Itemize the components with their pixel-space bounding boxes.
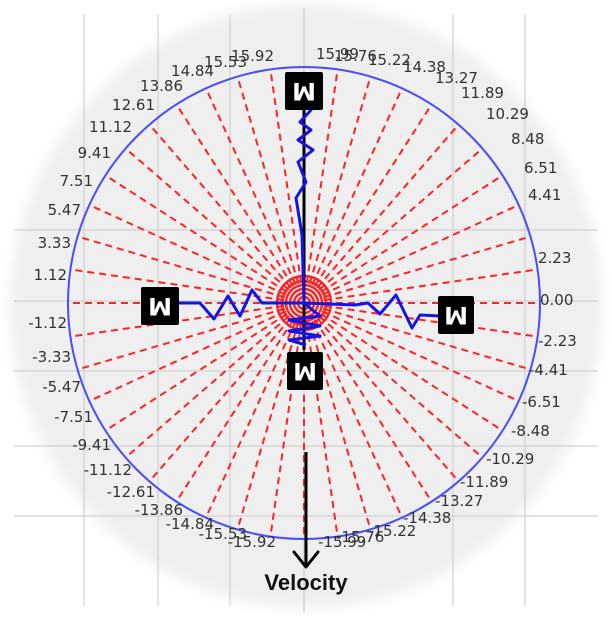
tick-label: 1.12 — [34, 266, 67, 284]
tick-label: -4.41 — [529, 361, 568, 379]
tick-label: 0.00 — [540, 291, 573, 309]
tick-label: 15.76 — [334, 47, 377, 65]
tick-label: 8.48 — [511, 130, 544, 148]
tick-label: 15.22 — [368, 51, 411, 69]
velocity-label: Velocity — [264, 570, 348, 595]
tick-label: 13.86 — [140, 77, 183, 95]
mass-box — [285, 72, 323, 110]
tick-label: 15.99 — [316, 45, 359, 63]
tick-label: -9.41 — [72, 436, 111, 454]
masses: M M M M — [141, 72, 474, 390]
tick-label: 15.53 — [204, 53, 247, 71]
velocity-arrow — [292, 452, 320, 569]
mass-box — [287, 352, 323, 390]
tick-label: -15.22 — [368, 522, 416, 540]
tick-label: -15.92 — [228, 533, 276, 551]
tick-label: -15.99 — [318, 533, 366, 551]
mass-label: M — [148, 292, 172, 320]
mass-label: M — [292, 77, 316, 105]
mass-box — [141, 287, 179, 325]
springs — [178, 97, 441, 347]
tick-label: -13.86 — [135, 501, 183, 519]
spring-top — [294, 97, 315, 304]
tick-label: -8.48 — [511, 422, 550, 440]
mass-top: M — [285, 72, 323, 110]
tick-label: 9.41 — [78, 144, 111, 162]
tick-label: 14.84 — [171, 62, 214, 80]
tick-label: -3.33 — [32, 348, 71, 366]
tick-label: -15.53 — [199, 525, 247, 543]
spring-right — [303, 293, 441, 330]
tick-label: -12.61 — [107, 483, 155, 501]
tick-label: -11.89 — [460, 473, 508, 491]
arrow-head — [292, 550, 320, 569]
tick-label: 11.12 — [89, 118, 132, 136]
tick-label: 15.92 — [231, 47, 274, 65]
tick-label: 2.23 — [538, 249, 571, 267]
tick-label: 3.33 — [38, 234, 71, 252]
tick-label: -5.47 — [42, 378, 81, 396]
tick-label: -14.84 — [166, 515, 214, 533]
mass-box — [438, 296, 474, 334]
tick-label: -14.38 — [403, 509, 451, 527]
mass-bottom: M — [287, 352, 323, 390]
tick-label: -2.23 — [538, 332, 577, 350]
outer-circle-ring — [67, 66, 541, 540]
spring-bottom — [287, 301, 322, 347]
tick-label: -6.51 — [522, 393, 561, 411]
tick-label: -1.12 — [28, 314, 67, 332]
tick-label: 10.29 — [486, 105, 529, 123]
spring-left — [178, 288, 304, 321]
mass-label: M — [293, 357, 317, 385]
tick-label: -15.76 — [336, 528, 384, 546]
tick-label: 13.27 — [435, 69, 478, 87]
tick-label: 4.41 — [528, 186, 561, 204]
tick-labels: 0.00 2.23 4.41 6.51 8.48 10.29 11.8913.2714.38… — [28, 45, 577, 551]
tick-label: 14.38 — [403, 58, 446, 76]
mass-label: M — [444, 301, 468, 329]
outer-circle — [67, 66, 541, 540]
tick-label: 12.61 — [112, 96, 155, 114]
tick-label: -10.29 — [486, 450, 534, 468]
tick-label: -11.12 — [84, 461, 132, 479]
tick-label: 5.47 — [48, 201, 81, 219]
tick-label: -7.51 — [54, 408, 93, 426]
tick-label: 6.51 — [524, 159, 557, 177]
tick-label: 11.89 — [461, 84, 504, 102]
tick-label: 7.51 — [60, 172, 93, 190]
mass-right: M — [438, 296, 474, 334]
mass-left: M — [141, 287, 179, 325]
tick-label: -13.27 — [435, 492, 483, 510]
